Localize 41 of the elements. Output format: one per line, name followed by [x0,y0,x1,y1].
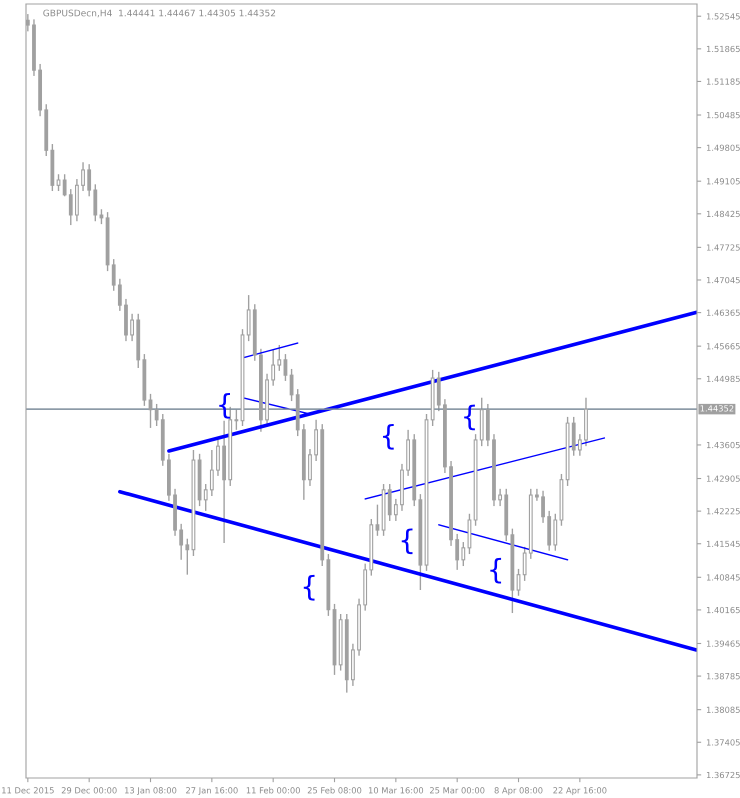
y-tick-label: 1.51865 [706,46,740,52]
x-tick-label: 13 Jan 08:00 [125,787,176,796]
y-tick-label: 1.49805 [706,144,740,151]
annotation: { [219,393,230,419]
y-tick-label: 1.49105 [706,178,740,184]
y-tick-label: 1.43605 [706,442,740,448]
annotation: { [490,558,502,584]
y-tick-label: 1.37405 [706,739,740,746]
y-tick-label: 1.46365 [706,310,740,316]
y-tick-label: 1.44985 [706,376,740,382]
y-tick-label: 1.38085 [706,706,740,713]
x-tick-label: 10 Mar 16:00 [368,787,424,794]
y-tick-label: 1.52545 [706,13,740,20]
y-tick-label: 1.42225 [706,508,740,514]
y-tick-label: 1.47725 [706,244,740,251]
y-tick-label: 1.48425 [706,210,740,218]
annotation: { [304,574,315,601]
annotation: { [382,424,394,450]
ref-line-label: 1.44352 [700,405,734,412]
y-tick-label: 1.38785 [706,673,740,680]
y-tick-label: 1.42905 [706,476,740,482]
y-tick-label: 1.36725 [706,772,740,778]
x-tick-label: 8 Apr 08:00 [494,787,542,796]
x-tick-label: 27 Jan 16:00 [186,787,238,796]
x-tick-label: 25 Feb 08:00 [308,787,362,794]
y-tick-label: 1.47045 [706,276,740,284]
y-tick-label: 1.40165 [706,606,740,614]
x-tick-label: 25 Mar 00:00 [430,787,484,794]
y-tick-label: 1.51185 [706,78,740,85]
y-tick-label: 1.40845 [706,574,740,581]
y-tick-label: 1.45665 [706,343,740,350]
text: GBPUSDecn,H4 1.44441 1.44467 1.44305 1.44352 [43,10,276,18]
annotation: { [402,528,412,554]
x-tick-label: 11 Feb 00:00 [246,787,300,794]
y-tick-label: 1.39465 [706,640,740,647]
x-tick-label: 11 Dec 2015 [2,787,54,794]
y-tick-label: 1.50485 [706,112,740,118]
annotation: { [464,404,475,430]
y-tick-label: 1.41545 [706,540,740,548]
x-tick-label: 22 Apr 16:00 [553,787,606,796]
x-tick-label: 29 Dec 00:00 [62,787,117,794]
